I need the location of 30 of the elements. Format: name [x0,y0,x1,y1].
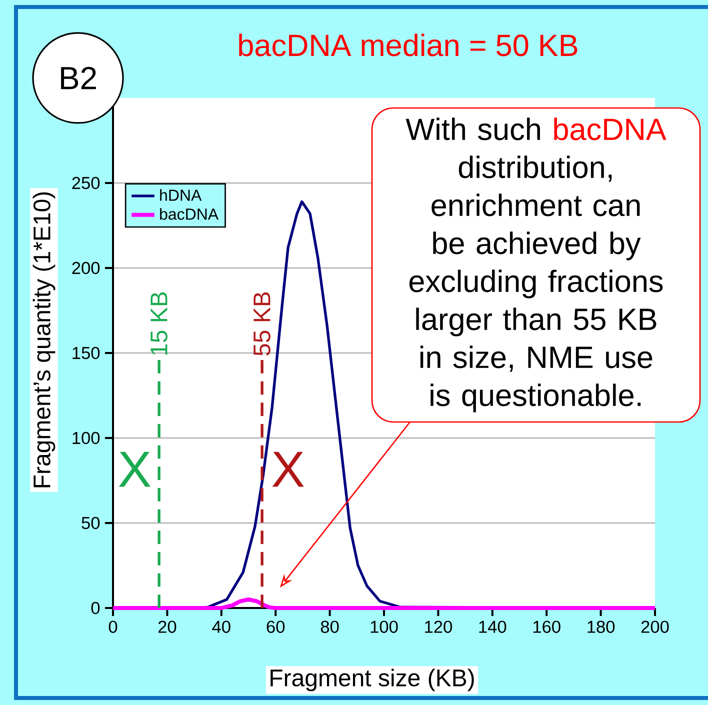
x-axis-title: Fragment size (KB) [270,668,474,692]
y-axis-title: Fragment’s quantity (1*E10) [32,192,56,488]
y-tick-label: 0 [91,602,100,614]
x-tick-label: 200 [641,620,669,633]
annotation: X [118,452,151,487]
annotation: With such [406,118,540,140]
y-tick-label: 200 [72,262,100,274]
legend-label: hDNA [160,189,202,201]
x-tick-label: 40 [212,620,230,633]
ref-line-label: 55 KB [254,292,270,356]
legend-label: bacDNA [160,208,219,220]
x-tick-label: 180 [588,620,615,633]
x-tick-label: 120 [425,620,452,633]
y-tick-label: 100 [72,432,100,444]
ref-line-label: 15 KB [150,292,168,355]
annotation: distribution, enrichment can be achieved by excluding fractions larger than 55 KB in size, NME use is questionable. [409,156,663,412]
y-tick-label: 150 [72,346,100,360]
chart-title: bacDNA median = 50 KB [239,34,578,56]
x-tick-label: 100 [370,620,398,633]
x-tick-label: 20 [158,620,176,633]
y-tick-label: 250 [72,176,100,190]
y-tick-label: 50 [82,516,100,530]
text: B2 [61,66,96,90]
x-tick-label: 140 [479,620,506,633]
x-tick-label: 60 [266,620,285,633]
x-tick-label: 160 [533,620,560,633]
x-tick-label: 80 [320,620,339,633]
annotation: bacDNA [554,118,666,140]
annotation: X [272,452,304,487]
x-tick-label: 0 [108,620,118,633]
